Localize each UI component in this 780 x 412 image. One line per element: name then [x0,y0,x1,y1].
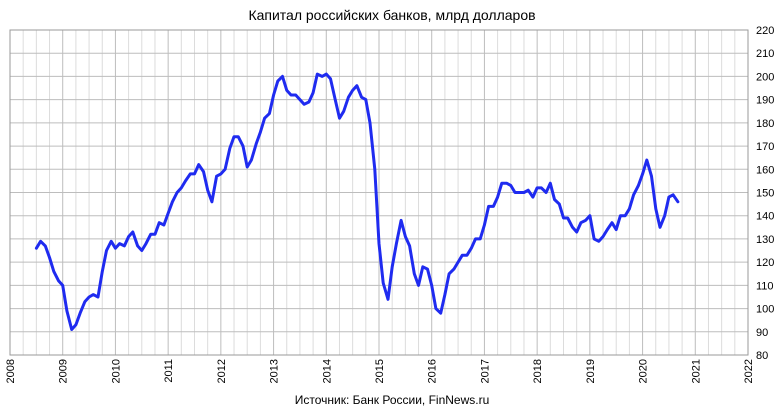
x-tick-label: 2018 [532,359,544,383]
y-tick-label: 220 [756,25,774,37]
gridlines [9,29,749,356]
x-tick-label: 2019 [585,359,597,383]
source-note: Источник: Банк России, FinNews.ru [295,393,490,407]
x-tick-label: 2020 [638,359,650,383]
x-tick-label: 2009 [58,359,70,383]
capital-series-line [34,72,680,331]
chart-title: Капитал российских банков, млрд долларов [248,7,535,23]
x-tick-label: 2022 [743,359,755,383]
y-tick-label: 90 [756,327,768,339]
x-axis: 2008 2009 2010 2011 2012 2013 2014 2015 2016 2017… [5,359,755,383]
x-tick-label: 2015 [374,359,386,383]
x-tick-label: 2012 [216,359,228,383]
y-axis: 80 90 100 110 120 130 140 150 160 170 180 190 200 210… [756,25,774,362]
y-tick-label: 160 [756,164,774,176]
y-tick-label: 200 [756,71,774,83]
y-tick-label: 190 [756,95,774,107]
x-tick-label: 2017 [479,359,491,383]
y-tick-label: 210 [756,48,774,60]
x-tick-label: 2013 [269,359,281,383]
y-tick-label: 150 [756,188,774,200]
y-tick-label: 110 [756,280,774,292]
y-tick-label: 80 [756,350,768,362]
y-tick-label: 120 [756,257,774,269]
y-tick-label: 100 [756,304,774,316]
x-tick-label: 2014 [321,359,333,383]
y-tick-label: 130 [756,234,774,246]
x-tick-label: 2011 [163,359,175,383]
x-tick-label: 2008 [5,359,17,383]
plot-area [9,29,749,356]
x-tick-label: 2016 [427,359,439,383]
y-tick-label: 180 [756,118,774,130]
y-tick-label: 140 [756,211,774,223]
y-tick-label: 170 [756,141,774,153]
x-tick-label: 2010 [110,359,122,383]
x-tick-label: 2021 [690,359,702,383]
